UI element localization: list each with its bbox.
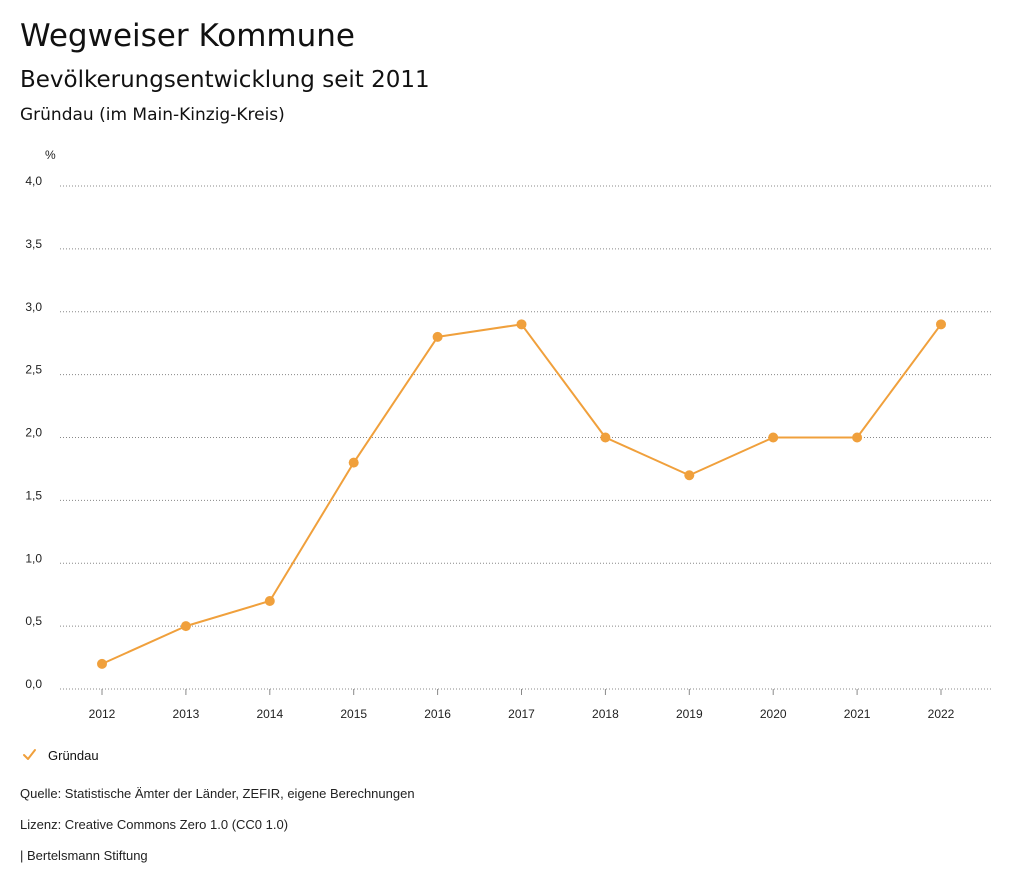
series-line xyxy=(101,323,942,665)
data-point[interactable] xyxy=(684,470,695,481)
x-tick-label: 2022 xyxy=(928,707,955,721)
data-point[interactable] xyxy=(516,319,527,330)
license-note: Lizenz: Creative Commons Zero 1.0 (CC0 1… xyxy=(20,817,289,832)
legend[interactable]: Gründau xyxy=(20,744,99,766)
data-point[interactable] xyxy=(180,621,191,632)
x-tick-label: 2012 xyxy=(89,707,116,721)
series-layer xyxy=(97,319,946,669)
page-title: Wegweiser Kommune xyxy=(20,18,355,54)
data-point[interactable] xyxy=(600,432,611,443)
data-point[interactable] xyxy=(97,658,107,669)
region-label: Gründau (im Main-Kinzig-Kreis) xyxy=(20,105,285,125)
x-tick-label: 2013 xyxy=(173,707,200,721)
chart-subtitle: Bevölkerungsentwicklung seit 2011 xyxy=(20,67,430,93)
x-tick-label: 2019 xyxy=(676,707,703,721)
x-tick-label: 2018 xyxy=(592,707,619,721)
data-point[interactable] xyxy=(936,319,946,330)
data-point[interactable] xyxy=(768,432,779,443)
y-tick-label: 3,0 xyxy=(25,300,42,314)
y-tick-label: 0,0 xyxy=(25,677,42,691)
y-tick-label: 0,5 xyxy=(25,614,42,628)
y-tick-label: 2,0 xyxy=(25,426,42,440)
y-tick-label: 2,5 xyxy=(25,363,42,377)
y-axis-unit-label: % xyxy=(45,148,56,162)
y-tick-label: 4,0 xyxy=(25,174,42,188)
x-tick-label: 2016 xyxy=(424,707,451,721)
x-tick-label: 2020 xyxy=(760,707,787,721)
x-axis-ticks: 2012 2013 2014 2015 2016 2017 2018 2019 2020 2021… xyxy=(89,689,955,721)
grid-lines xyxy=(60,185,991,690)
y-axis-ticks: 0,0 0,5 1,0 1,5 2,0 2,5 3,0 3,5 4,0 xyxy=(25,174,42,691)
y-tick-label: 3,5 xyxy=(25,237,42,251)
data-point[interactable] xyxy=(432,331,443,342)
x-tick-label: 2021 xyxy=(844,707,871,721)
source-note: Quelle: Statistische Ämter der Länder, Z… xyxy=(20,786,415,801)
data-point[interactable] xyxy=(348,457,359,468)
x-tick-label: 2014 xyxy=(256,707,283,721)
check-icon xyxy=(23,749,36,760)
data-point[interactable] xyxy=(264,595,275,606)
publisher-note: | Bertelsmann Stiftung xyxy=(20,848,148,863)
x-tick-label: 2017 xyxy=(508,707,535,721)
legend-label: Gründau xyxy=(48,747,99,763)
data-point[interactable] xyxy=(852,432,863,443)
y-tick-label: 1,0 xyxy=(25,551,42,565)
x-tick-label: 2015 xyxy=(340,707,367,721)
line-chart: % 0,00,51,01,52,02,53,03,54,0 2012 2013 20… xyxy=(25,148,991,721)
y-tick-label: 1,5 xyxy=(25,488,42,502)
